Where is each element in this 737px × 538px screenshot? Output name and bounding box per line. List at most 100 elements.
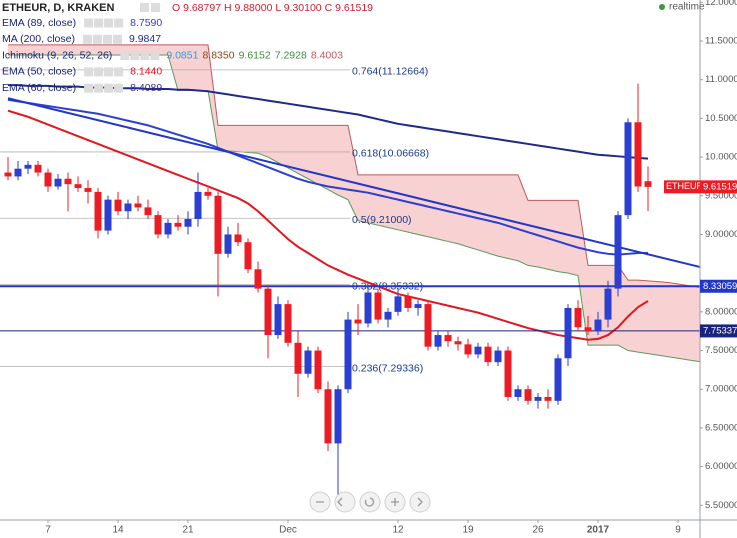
candle-body: [484, 346, 492, 363]
legend-value: 9.9847: [129, 33, 161, 45]
candle-body: [344, 319, 352, 390]
y-tick-label: 11.00000: [705, 74, 737, 85]
candle-body: [304, 350, 312, 374]
scroll-right-button[interactable]: [409, 491, 431, 513]
y-tick-label: 6.00000: [705, 461, 737, 472]
legend-icon: [150, 51, 160, 61]
fib-label: 0.5(9.21000): [352, 214, 412, 226]
candle-body: [254, 269, 262, 289]
legend-value: 8.7590: [130, 17, 162, 29]
legend-value: 8.8350: [202, 49, 234, 61]
legend-icon: [92, 34, 102, 44]
candle-body: [314, 350, 322, 390]
legend-icon: [114, 18, 124, 28]
candle-body: [234, 234, 242, 243]
candle-body: [594, 319, 602, 332]
title-icons: [140, 3, 160, 12]
candle-body: [134, 203, 142, 208]
candle-body: [584, 327, 592, 332]
legend-label: Ichimoku (9, 26, 52, 26): [2, 49, 112, 61]
status-dot: [659, 4, 665, 10]
candle-body: [504, 350, 512, 397]
candle-body: [74, 184, 82, 189]
price-label-box: [700, 279, 737, 293]
candle-body: [464, 344, 472, 355]
legend-value: 8.1440: [130, 66, 162, 78]
legend-icon: [104, 18, 114, 28]
fib-label: 0.236(7.29336): [352, 362, 423, 374]
legend-value: 8.4003: [311, 49, 343, 61]
candle-body: [54, 178, 62, 187]
candle-body: [184, 218, 192, 227]
candle-body: [514, 389, 522, 397]
legend-icon: [114, 67, 124, 77]
x-tick-label: 26: [532, 525, 544, 536]
x-tick-label: 19: [462, 525, 474, 536]
candle-body: [354, 319, 362, 324]
candle-body: [4, 172, 12, 177]
candle-body: [454, 341, 462, 345]
legend-label: EMA (89, close): [2, 17, 76, 29]
candle-body: [94, 191, 102, 231]
candle-body: [154, 215, 162, 235]
candle-body: [44, 172, 52, 187]
legend-icon: [84, 83, 94, 93]
candle-body: [204, 191, 212, 196]
y-tick-label: 8.00000: [705, 306, 737, 317]
legend-icon: [120, 51, 130, 61]
x-tick-label: Dec: [279, 525, 297, 536]
fib-label: 0.618(10.06668): [352, 148, 429, 160]
candle-body: [194, 191, 202, 219]
legend-icon: [94, 67, 104, 77]
candle-body: [14, 168, 22, 177]
axes: 5.50000 6.00000 6.50000 7.00000 7.50000 8.000…: [45, 0, 737, 536]
y-tick-label: 7.00000: [705, 384, 737, 395]
candle-body: [334, 389, 342, 444]
navigation-buttons[interactable]: [309, 491, 431, 513]
candle-body: [174, 222, 182, 227]
ichimoku-cloud: [8, 44, 700, 362]
symbol-title: ETHEUR, D, KRAKEN: [2, 2, 115, 14]
legend-icon: [104, 67, 114, 77]
scroll-left-button[interactable]: [334, 491, 356, 513]
reset-button[interactable]: [359, 491, 381, 513]
candle-body: [624, 122, 632, 216]
price-label-box: [700, 324, 737, 338]
candle-body: [564, 307, 572, 359]
legend-value: 9.6152: [239, 49, 271, 61]
candle-body: [104, 199, 112, 231]
y-tick-label: 10.00000: [705, 152, 737, 163]
candle-body: [494, 350, 502, 363]
legend-icon: [102, 34, 112, 44]
legend-value: 8.4089: [130, 82, 162, 94]
icon: [140, 3, 149, 12]
candle-body: [114, 199, 122, 212]
y-tick-label: 7.50000: [705, 345, 737, 356]
candle-body: [84, 188, 92, 192]
candle-body: [124, 203, 132, 212]
candle-body: [574, 307, 582, 328]
candle-body: [374, 292, 382, 320]
candle-body: [614, 215, 622, 289]
legend-value: 7.2928: [275, 49, 307, 61]
current-price-label: 9.61519: [703, 181, 737, 192]
candle-body: [214, 195, 222, 254]
y-tick-label: 9.50000: [705, 190, 737, 201]
ohlc-values: O 9.68797 H 9.88000 L 9.30100 C 9.61519: [172, 2, 373, 14]
legend-icon: [82, 34, 92, 44]
candle-body: [644, 181, 652, 187]
candle-body: [244, 242, 252, 270]
status-text: realtime: [669, 2, 705, 13]
y-tick-label: 9.00000: [705, 229, 737, 240]
y-tick-label: 11.50000: [705, 36, 737, 47]
legend-label: EMA (60, close): [2, 82, 76, 94]
legend-icon: [104, 83, 114, 93]
candle-body: [284, 304, 292, 343]
legend-icon: [130, 51, 140, 61]
candle-body: [414, 304, 422, 308]
candle-body: [604, 288, 612, 320]
legend-icon: [94, 83, 104, 93]
legend: EMA (89, close) 8.7590 MA (200, close) 9.98…: [2, 17, 343, 94]
